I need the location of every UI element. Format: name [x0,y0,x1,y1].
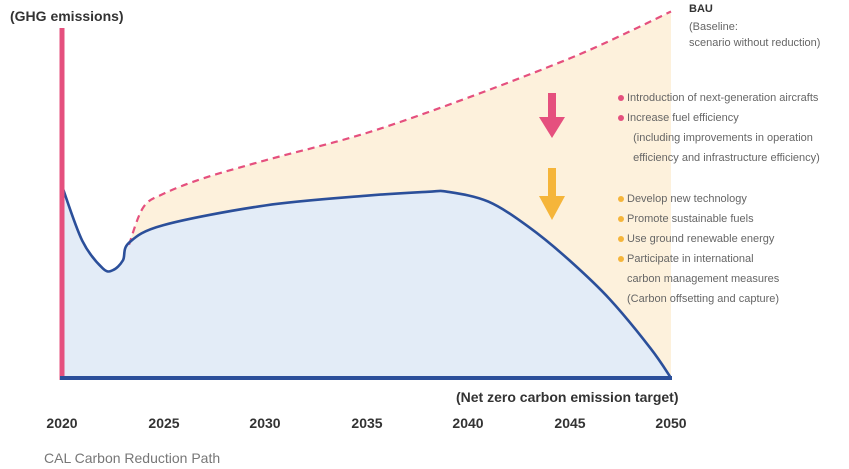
measure-item: Increase fuel efficiency (including impr… [617,108,820,168]
measures-list-2: Develop new technology Promote sustainab… [617,189,779,309]
measure-item: Introduction of next-generation aircraft… [617,88,820,108]
bau-line [127,10,672,246]
chart-caption: CAL Carbon Reduction Path [44,450,221,466]
x-tick-label: 2035 [351,415,383,431]
measure-text: Use ground renewable energy [627,233,775,245]
bau-title: BAU [689,3,713,15]
x-tick-label: 2045 [554,415,586,431]
net-zero-target-label: (Net zero carbon emission target) [456,389,679,405]
x-tick-label: 2030 [249,415,281,431]
bau-subtitle: (Baseline: scenario without reduction) [689,21,821,49]
measure-item: Develop new technology [617,189,779,209]
measure-text: Increase fuel efficiency (including impr… [627,112,820,164]
reduction-arrow-pink [539,93,565,138]
measure-item: Participate in international carbon mana… [617,249,779,309]
x-tick-label: 2040 [452,415,484,431]
x-tick-label: 2025 [148,415,180,431]
bullet-dot-icon [618,216,624,222]
measure-text: Promote sustainable fuels [627,213,754,225]
y-axis-label: (GHG emissions) [10,8,124,24]
x-tick-label: 2050 [655,415,687,431]
reduction-path-area [62,185,671,378]
x-tick-label: 2020 [46,415,78,431]
reduction-path-line [60,185,673,379]
measures-list-1: Introduction of next-generation aircraft… [617,88,820,168]
bullet-dot-icon [618,115,624,121]
bullet-dot-icon [618,95,624,101]
bullet-dot-icon [618,196,624,202]
measure-item: Use ground renewable energy [617,229,779,249]
bullet-dot-icon [618,256,624,262]
measure-text: Develop new technology [627,193,747,205]
bullet-dot-icon [618,236,624,242]
reduction-arrow-orange [539,168,565,220]
measure-text: Introduction of next-generation aircraft… [627,92,819,104]
measure-item: Promote sustainable fuels [617,209,779,229]
measure-text: Participate in international carbon mana… [627,253,780,305]
